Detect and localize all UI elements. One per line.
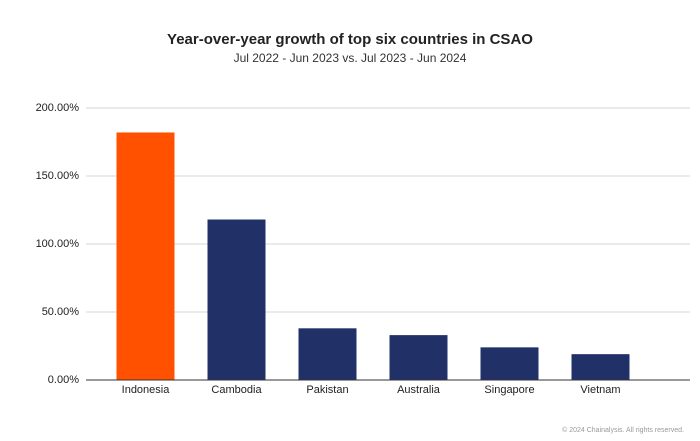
y-tick-label: 100.00% (36, 238, 80, 250)
y-tick-label: 150.00% (36, 170, 80, 182)
footnote: © 2024 Chainalysis. All rights reserved. (562, 426, 684, 434)
x-tick-label: Australia (397, 384, 441, 396)
y-tick-label: 0.00% (48, 374, 79, 386)
x-tick-label: Pakistan (306, 384, 348, 396)
bar (480, 347, 539, 380)
chart-subtitle: Jul 2022 - Jun 2023 vs. Jul 2023 - Jun 2… (234, 51, 467, 65)
chart-title: Year-over-year growth of top six countri… (167, 31, 533, 48)
x-tick-label: Vietnam (580, 384, 620, 396)
bar (207, 219, 266, 380)
bar (389, 335, 448, 380)
x-tick-label: Cambodia (211, 384, 262, 396)
bar (298, 328, 357, 380)
bar (116, 132, 175, 380)
x-tick-label: Indonesia (122, 384, 171, 396)
bar (571, 354, 630, 380)
x-tick-label: Singapore (484, 384, 534, 396)
y-tick-label: 200.00% (36, 102, 80, 114)
y-tick-label: 50.00% (42, 306, 80, 318)
